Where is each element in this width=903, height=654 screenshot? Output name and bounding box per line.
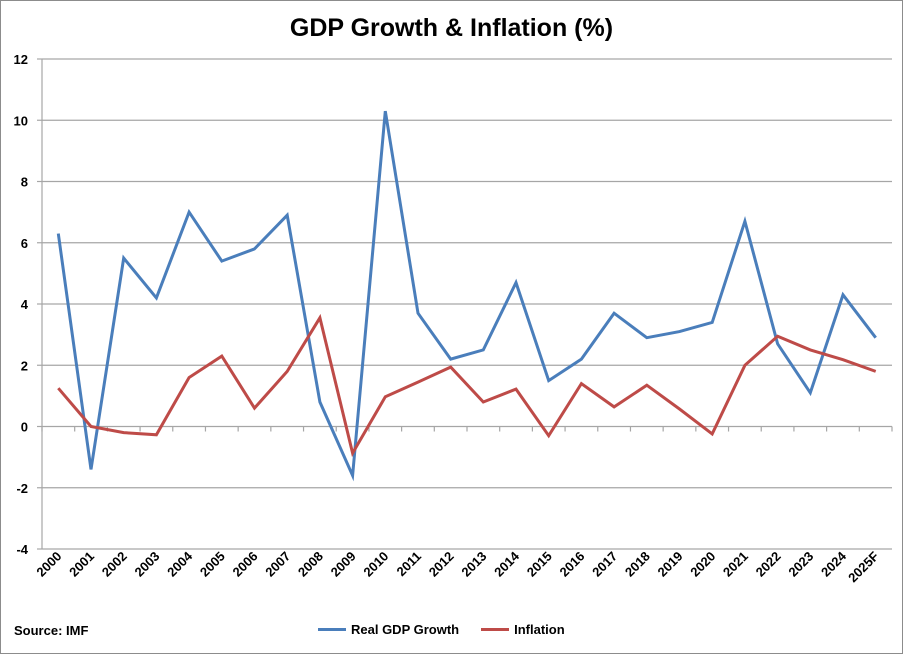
x-tick-label: 2022 xyxy=(753,549,784,580)
legend-swatch-gdp xyxy=(318,628,346,631)
source-note: Source: IMF xyxy=(14,623,89,638)
y-tick-label: 12 xyxy=(14,52,28,67)
x-tick-label: 2004 xyxy=(164,548,196,580)
x-tick-label: 2009 xyxy=(328,549,359,580)
x-tick-label: 2015 xyxy=(524,549,555,580)
y-tick-label: 10 xyxy=(14,113,28,128)
legend-item-gdp: Real GDP Growth xyxy=(318,622,459,637)
y-tick-label: 2 xyxy=(21,358,28,373)
x-tick-label: 2010 xyxy=(360,549,391,580)
x-tick-label: 2019 xyxy=(655,549,686,580)
x-tick-label: 2012 xyxy=(426,549,457,580)
x-tick-label: 2021 xyxy=(720,549,751,580)
y-tick-label: -4 xyxy=(16,542,28,557)
legend-item-inflation: Inflation xyxy=(481,622,565,637)
series-line-inflation xyxy=(57,313,877,458)
series-line-gdp xyxy=(56,110,877,482)
x-tick-label: 2020 xyxy=(687,549,718,580)
x-tick-label: 2011 xyxy=(394,549,425,580)
x-tick-label: 2014 xyxy=(491,548,523,580)
chart-title: GDP Growth & Inflation (%) xyxy=(289,14,614,42)
x-tick-label: 2023 xyxy=(785,549,816,580)
x-tick-label: 2008 xyxy=(295,549,326,580)
x-tick-label: 2000 xyxy=(33,549,64,580)
legend: Real GDP Growth Inflation xyxy=(318,622,587,637)
x-tick-label: 2018 xyxy=(622,549,653,580)
x-tick-label: 2017 xyxy=(589,549,620,580)
legend-label-inflation: Inflation xyxy=(514,622,565,637)
legend-label-gdp: Real GDP Growth xyxy=(351,622,460,637)
legend-swatch-inflation xyxy=(481,628,510,631)
y-tick-label: -2 xyxy=(16,481,28,496)
x-tick-label: 2002 xyxy=(99,549,130,580)
x-tick-label: 2003 xyxy=(131,549,162,580)
x-tick-label: 2016 xyxy=(556,549,587,580)
y-tick-label: 8 xyxy=(21,175,28,190)
y-tick-label: 6 xyxy=(21,236,28,251)
x-tick-label: 2006 xyxy=(230,549,261,580)
y-tick-label: 4 xyxy=(21,297,29,312)
x-tick-label: 2013 xyxy=(458,549,489,580)
x-tick-label: 2025F xyxy=(845,548,882,585)
x-tick-label: 2001 xyxy=(66,549,97,580)
y-tick-label: 0 xyxy=(21,420,28,435)
x-tick-label: 2007 xyxy=(262,549,293,580)
x-tick-label: 2005 xyxy=(197,549,228,580)
